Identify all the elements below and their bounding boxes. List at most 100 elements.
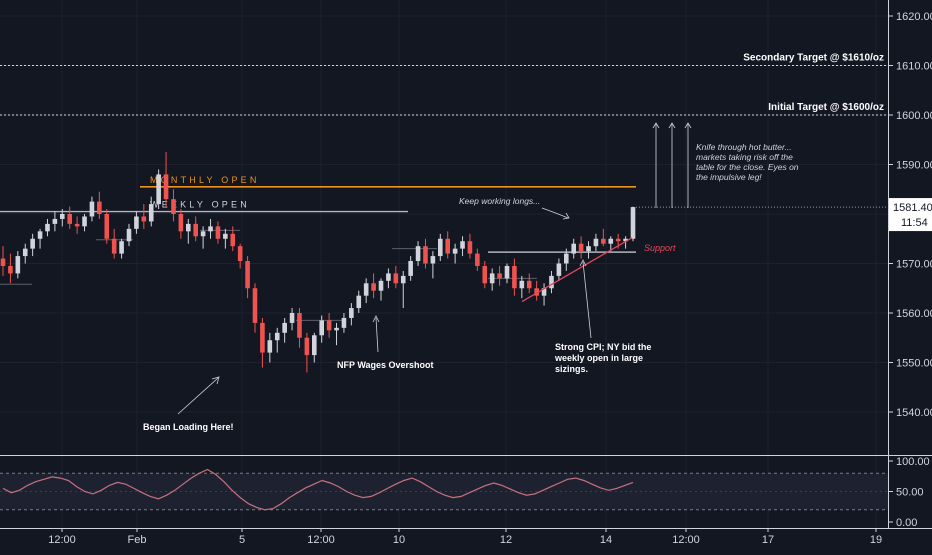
candle-body (563, 253, 569, 264)
candle-body (0, 258, 6, 266)
time-tick-label: 5 (239, 534, 245, 546)
candle-body (252, 288, 258, 323)
candle-body (378, 280, 384, 291)
price-tick-label: 1610.00 (896, 61, 932, 73)
last-price-badge (889, 198, 932, 232)
candle-body (430, 256, 436, 264)
candle-body (185, 223, 191, 232)
target-arrow-head (684, 122, 692, 129)
time-tick-label: 10 (393, 534, 405, 546)
candle-body (119, 241, 124, 254)
price-tick-label: 1600.00 (896, 110, 932, 122)
candle-body (15, 256, 21, 274)
candle-body (215, 226, 221, 239)
time-tick-label: Feb (128, 534, 147, 546)
candle-body (489, 273, 495, 284)
candle-body (578, 243, 584, 252)
candle-body (386, 273, 391, 281)
price-tick-label: 1620.00 (896, 11, 932, 23)
candle-body (393, 273, 399, 284)
candle-body (223, 233, 228, 239)
candle-body (526, 280, 532, 289)
weekly-open-label: WEEKLY OPEN (150, 200, 250, 210)
candle-body (445, 238, 451, 254)
candle-body (111, 238, 117, 254)
keep-working-arrow-head (562, 212, 570, 220)
nfp-arrow-head (372, 315, 380, 323)
candle-body (74, 223, 80, 227)
candle-body (601, 238, 606, 244)
candle-body (267, 340, 273, 353)
knife-annotation-line: table for the close. Eyes on (696, 162, 799, 172)
price-tick-label: 1560.00 (896, 308, 932, 320)
keep-working-arrow (541, 207, 569, 219)
price-tick-label: 1590.00 (896, 160, 932, 172)
candle-body (556, 263, 562, 276)
candle-body (519, 280, 525, 289)
candle-body (297, 313, 302, 338)
rsi-band (0, 473, 888, 510)
candle-body (311, 335, 317, 356)
candle-body (415, 246, 421, 262)
candle-body (408, 261, 413, 276)
candle-body (134, 216, 139, 229)
strong-cpi-annotation-line: Strong CPI; NY bid the (555, 342, 651, 352)
rsi-tick-label: 100.00 (896, 456, 930, 468)
candle-body (141, 216, 147, 222)
candle-body (126, 228, 132, 242)
candle-body (460, 241, 465, 249)
candle-body (623, 238, 628, 242)
initial-target-label: Initial Target @ $1600/oz (768, 102, 884, 113)
candle-body (475, 253, 480, 266)
last-price-label: 1581.40 (893, 202, 932, 214)
candle-body (274, 332, 280, 341)
candle-body (334, 327, 339, 331)
candle-body (371, 283, 376, 291)
began-loading-arrow-head (211, 376, 220, 385)
time-tick-label: 14 (600, 534, 612, 546)
candle-body (482, 265, 488, 284)
candle-body (452, 248, 458, 254)
candle-body (586, 246, 591, 252)
keep-working-annotation: Keep working longs... (459, 196, 540, 206)
nfp-annotation: NFP Wages Overshoot (337, 360, 434, 370)
candle-body (200, 231, 206, 237)
candle-body (230, 233, 236, 247)
candle-body (30, 238, 35, 249)
candle-body (67, 214, 73, 224)
support-label: Support (644, 243, 676, 253)
candle-body (534, 288, 539, 296)
candle-body (82, 216, 87, 227)
candle-body (356, 295, 362, 309)
strong-cpi-annotation-line: sizings. (555, 364, 588, 374)
candle-body (22, 248, 28, 257)
candle-body (437, 238, 443, 257)
candle-body (571, 243, 577, 254)
time-tick-label: 19 (870, 534, 882, 546)
candle-body (630, 207, 636, 239)
price-tick-label: 1540.00 (896, 407, 932, 419)
candle-body (156, 174, 161, 205)
rsi-line (2, 468, 634, 511)
secondary-target-label: Secondary Target @ $1610/oz (743, 53, 884, 64)
candle-body (59, 214, 65, 219)
time-tick-label: 12:00 (672, 534, 700, 546)
candle-body (8, 265, 13, 274)
candle-body (512, 265, 517, 289)
time-tick-label: 12:00 (48, 534, 76, 546)
candle-body (423, 246, 428, 264)
candle-body (45, 223, 50, 232)
began-loading-arrow (177, 377, 219, 415)
cpi-arrow-head (579, 259, 587, 267)
cpi-arrow (582, 261, 592, 339)
candle-body (171, 199, 176, 214)
candle-body (260, 322, 265, 353)
candle-body (97, 201, 102, 214)
candle-body (319, 320, 325, 336)
candle-body (326, 320, 332, 331)
candle-body (289, 313, 295, 323)
candle-body (148, 204, 154, 222)
